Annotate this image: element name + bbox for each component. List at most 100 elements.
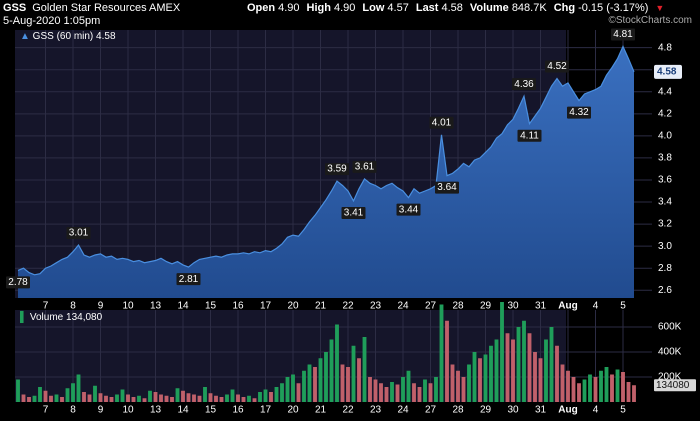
legend-text: GSS (60 min) — [30, 31, 93, 42]
quote-item: Last 4.58 — [416, 2, 463, 14]
x-tick-label: 8 — [70, 405, 76, 416]
volume-bar — [445, 320, 449, 402]
price-area — [18, 46, 634, 298]
change-arrow: ▼ — [655, 3, 665, 13]
title-row: GSS Golden Star Resources AMEX — [3, 2, 180, 14]
volume-bar — [450, 364, 455, 402]
quote-item: Open 4.90 — [247, 2, 300, 14]
y-tick-label: 4.2 — [658, 108, 672, 119]
quote-item: Low 4.57 — [362, 2, 408, 14]
value-label-box — [341, 206, 366, 219]
quote-row: Open 4.90 High 4.90 Low 4.57 Last 4.58 Volume 848… — [247, 2, 664, 14]
value-label-text: 3.41 — [344, 208, 364, 219]
volume-bar — [373, 379, 378, 402]
volume-bar — [208, 393, 213, 402]
volume-bar — [511, 339, 515, 402]
volume-bar — [489, 345, 493, 402]
legend-icon: ▌ — [20, 310, 27, 324]
volume-bar — [98, 393, 103, 402]
volume-bar — [153, 392, 158, 402]
volume-bar — [164, 395, 169, 402]
x-tick-label: 15 — [205, 301, 217, 312]
volume-bar — [533, 352, 537, 402]
volume-bar — [203, 387, 207, 402]
last-volume-box — [654, 379, 696, 392]
x-tick-label: 10 — [122, 301, 134, 312]
symbol: GSS — [3, 2, 27, 14]
volume-bar — [604, 367, 609, 402]
volume-bar — [280, 383, 284, 402]
value-label-box — [435, 181, 459, 194]
x-tick-label: 13 — [150, 405, 162, 416]
value-label: 3.41 — [341, 206, 366, 219]
volume-bar — [439, 304, 444, 402]
volume-bar — [412, 383, 416, 402]
volume-bar — [538, 358, 543, 402]
x-tick-label: 24 — [397, 301, 409, 312]
x-tick-label: 27 — [425, 405, 437, 416]
volume-bar — [555, 345, 559, 402]
y-tick-label: 4.8 — [658, 42, 672, 53]
volume-bar — [588, 374, 592, 402]
volume-bar — [566, 370, 570, 402]
value-label-text: 4.32 — [569, 107, 589, 118]
volume-bar — [175, 388, 180, 402]
volume-bar — [87, 394, 92, 402]
y-tick-label: 400K — [658, 347, 682, 358]
volume-bar — [131, 397, 136, 402]
value-label-box — [352, 160, 377, 173]
volume-bar — [615, 369, 620, 402]
value-label: 3.64 — [435, 181, 459, 194]
volume-bar — [346, 367, 350, 402]
value-label-box — [567, 106, 591, 119]
value-label-box — [611, 28, 635, 41]
quote-label: Last — [415, 2, 439, 14]
x-tick-label: 13 — [150, 301, 162, 312]
company-name: Golden Star Resources — [32, 2, 147, 14]
last-volume: 134080 — [656, 380, 690, 391]
volume-bar — [302, 370, 306, 402]
x-tick-label: 16 — [232, 301, 244, 312]
quote-value: 4.58 — [441, 2, 463, 14]
volume-bar — [335, 324, 339, 402]
y-tick-label: 3.6 — [658, 175, 672, 186]
x-tick-label: 4 — [593, 405, 599, 416]
volume-bar — [406, 370, 411, 402]
volume-bar — [467, 364, 471, 402]
y-tick-label: 2.8 — [658, 263, 672, 274]
volume-bar — [82, 392, 86, 402]
volume-bar — [120, 389, 125, 402]
volume-bar — [137, 395, 141, 402]
volume-bar — [93, 385, 97, 402]
volume-bar — [43, 390, 48, 402]
volume-bar — [472, 352, 477, 402]
volume-bar — [21, 394, 26, 402]
volume-bar — [38, 387, 42, 402]
y-tick-label: 200K — [658, 372, 682, 383]
legend: ▲ GSS (60 min) 4.58 — [20, 31, 116, 42]
y-tick-label: 3.4 — [658, 197, 672, 208]
value-label-text: 3.01 — [69, 228, 89, 239]
volume-bar — [621, 372, 625, 402]
quote-item: Volume 848.7K — [470, 2, 547, 14]
volume-bar — [505, 333, 510, 402]
value-label: 3.44 — [396, 203, 421, 216]
volume-bar — [32, 395, 37, 402]
value-label-text: 2.81 — [179, 274, 199, 285]
x-tick-label: 21 — [315, 301, 327, 312]
value-label: 4.32 — [567, 106, 591, 119]
x-tick-label: 14 — [177, 405, 189, 416]
value-label: 3.59 — [325, 163, 349, 176]
quote-label: Open — [247, 2, 276, 14]
volume-bar — [148, 390, 152, 402]
quote-value: 4.90 — [278, 2, 300, 14]
volume-bar — [626, 382, 631, 402]
volume-bar — [285, 377, 290, 402]
value-label-box — [325, 163, 349, 176]
x-tick-label: 22 — [342, 405, 354, 416]
volume-bar — [434, 377, 438, 402]
value-label-text: 4.36 — [514, 79, 534, 90]
value-label: 4.81 — [611, 28, 635, 41]
value-label-text: 2.78 — [8, 277, 28, 288]
